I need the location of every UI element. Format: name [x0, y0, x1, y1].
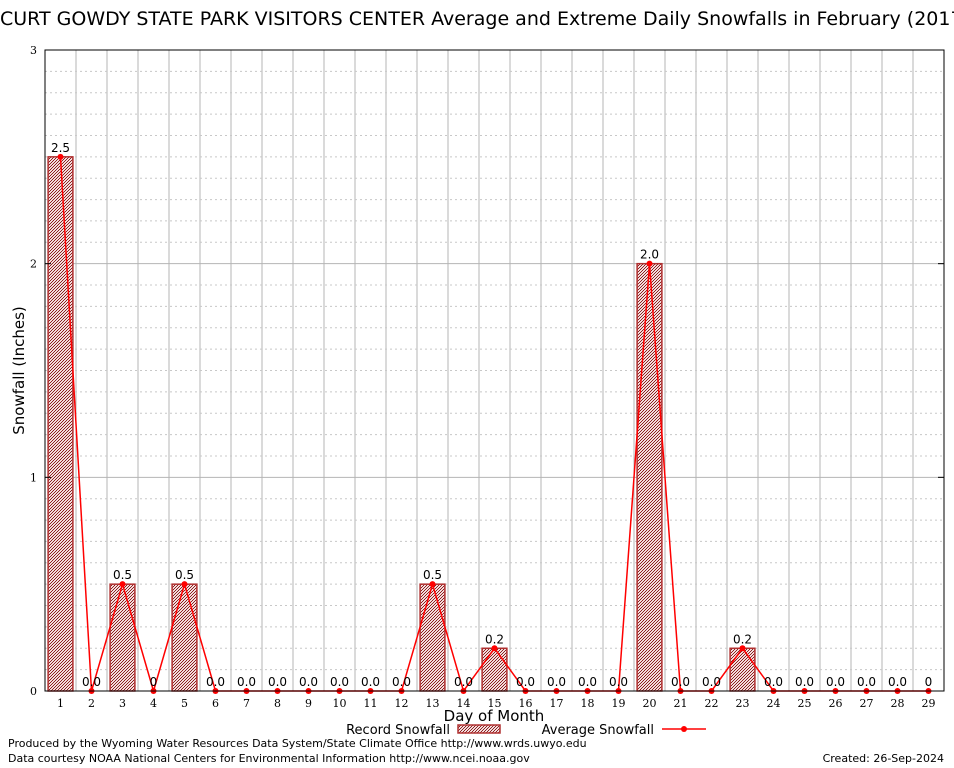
x-tick-label: 6	[212, 697, 219, 710]
x-tick-label: 28	[891, 697, 905, 710]
data-label-day-2: 0.0	[82, 675, 101, 689]
data-label-day-17: 0.0	[547, 675, 566, 689]
data-label-day-4: 0	[150, 675, 158, 689]
bar-record-snowfall-day-5	[171, 583, 198, 692]
x-tick-label: 15	[488, 697, 502, 710]
data-label-day-28: 0.0	[888, 675, 907, 689]
average-point-day-13	[429, 581, 436, 588]
data-label-day-25: 0.0	[795, 675, 814, 689]
x-tick-label: 14	[457, 697, 471, 710]
x-tick-label: 22	[705, 697, 719, 710]
y-tick-label: 3	[30, 44, 37, 57]
bar-record-snowfall-day-20	[636, 262, 663, 692]
data-label-day-15: 0.2	[485, 632, 504, 646]
x-tick-label: 18	[581, 697, 595, 710]
data-label-day-18: 0.0	[578, 675, 597, 689]
x-tick-label: 20	[643, 697, 657, 710]
x-tick-label: 24	[767, 697, 781, 710]
plot-frame	[44, 49, 945, 692]
y-axis-label: Snowfall (Inches)	[10, 306, 28, 434]
x-tick-label: 8	[274, 697, 281, 710]
x-tick-label: 2	[88, 697, 95, 710]
data-label-day-27: 0.0	[857, 675, 876, 689]
bar-record-snowfall-day-3	[109, 583, 136, 692]
x-tick-label: 23	[736, 697, 750, 710]
legend: Record Snowfall Average Snowfall	[346, 723, 706, 738]
legend-label-record-snowfall: Record Snowfall	[346, 723, 450, 738]
data-label-day-12: 0.0	[392, 675, 411, 689]
x-tick-label: 19	[612, 697, 626, 710]
x-tick-label: 10	[333, 697, 347, 710]
data-label-day-10: 0.0	[330, 675, 349, 689]
data-label-day-26: 0.0	[826, 675, 845, 689]
legend-label-average-snowfall: Average Snowfall	[542, 723, 654, 738]
average-point-day-20	[646, 260, 653, 267]
x-tick-label: 4	[150, 697, 157, 710]
y-tick-label: 0	[30, 685, 37, 698]
bar-record-snowfall-day-23	[729, 647, 756, 692]
average-point-day-3	[119, 581, 126, 588]
data-label-day-16: 0.0	[516, 675, 535, 689]
average-point-day-23	[739, 645, 746, 652]
x-axis-label: Day of Month	[444, 707, 545, 725]
bar-record-snowfall-day-13	[419, 583, 446, 692]
data-label-day-9: 0.0	[299, 675, 318, 689]
x-tick-label: 3	[119, 697, 126, 710]
x-tick-label: 9	[305, 697, 312, 710]
data-label-day-3: 0.5	[113, 568, 132, 582]
average-point-day-1	[57, 153, 64, 160]
x-tick-label: 7	[243, 697, 250, 710]
bar-record-snowfall-day-15	[481, 647, 508, 692]
data-label-day-23: 0.2	[733, 632, 752, 646]
data-label-day-22: 0.0	[702, 675, 721, 689]
x-tick-label: 13	[426, 697, 440, 710]
legend-swatch-record-snowfall	[457, 724, 501, 734]
data-label-day-11: 0.0	[361, 675, 380, 689]
x-tick-label: 29	[922, 697, 936, 710]
x-tick-label: 25	[798, 697, 812, 710]
data-label-day-7: 0.0	[237, 675, 256, 689]
data-label-day-19: 0.0	[609, 675, 628, 689]
legend-marker-average-snowfall	[681, 726, 687, 732]
x-tick-label: 27	[860, 697, 874, 710]
data-label-day-8: 0.0	[268, 675, 287, 689]
data-label-day-14: 0.0	[454, 675, 473, 689]
data-label-day-13: 0.5	[423, 568, 442, 582]
footer-created: Created: 26-Sep-2024	[822, 752, 944, 765]
x-tick-label: 5	[181, 697, 188, 710]
footer-producer: Produced by the Wyoming Water Resources …	[8, 737, 587, 750]
data-label-day-5: 0.5	[175, 568, 194, 582]
x-tick-label: 21	[674, 697, 688, 710]
data-label-day-24: 0.0	[764, 675, 783, 689]
data-label-day-29: 0	[925, 675, 933, 689]
chart-title: CURT GOWDY STATE PARK VISITORS CENTER Av…	[0, 8, 954, 30]
average-point-day-5	[181, 581, 188, 588]
y-tick-label: 2	[30, 258, 37, 271]
data-label-day-20: 2.0	[640, 248, 659, 262]
data-label-day-1: 2.5	[51, 141, 70, 155]
bar-record-snowfall-day-1	[47, 156, 74, 692]
y-tick-label: 1	[30, 471, 37, 484]
average-point-day-15	[491, 645, 498, 652]
x-tick-label: 11	[364, 697, 378, 710]
x-tick-label: 17	[550, 697, 564, 710]
x-tick-label: 26	[829, 697, 843, 710]
data-labels: 2.5 0.0 0.5 0 0.5 0.0 0.0 0.0 0.0 0.0 0.0 0.0 0.5 0.0…	[51, 141, 932, 689]
data-label-day-21: 0.0	[671, 675, 690, 689]
x-tick-label: 16	[519, 697, 533, 710]
x-tick-label: 12	[395, 697, 409, 710]
footer-courtesy: Data courtesy NOAA National Centers for …	[8, 752, 530, 765]
x-tick-label: 1	[57, 697, 64, 710]
data-label-day-6: 0.0	[206, 675, 225, 689]
